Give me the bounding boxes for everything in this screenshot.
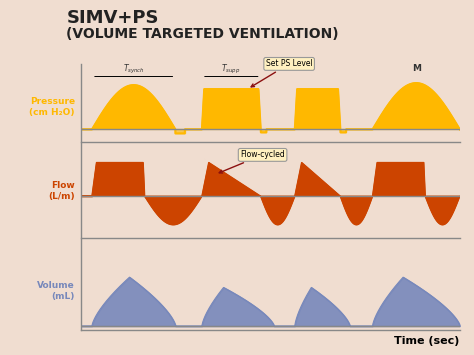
Text: M: M <box>412 65 420 73</box>
Text: $T_{synch}$: $T_{synch}$ <box>123 63 145 76</box>
Text: Flow-cycled: Flow-cycled <box>219 151 285 173</box>
Text: Pressure
(cm H₂O): Pressure (cm H₂O) <box>29 97 75 116</box>
Text: Set PS Level: Set PS Level <box>251 59 312 87</box>
Text: (VOLUME TARGETED VENTILATION): (VOLUME TARGETED VENTILATION) <box>66 27 339 40</box>
Text: $T_{supp}$: $T_{supp}$ <box>221 63 240 76</box>
Text: Volume
(mL): Volume (mL) <box>37 282 75 301</box>
Text: SIMV+PS: SIMV+PS <box>66 9 159 27</box>
Text: Flow
(L/m): Flow (L/m) <box>48 181 75 201</box>
Text: Time (sec): Time (sec) <box>394 336 460 346</box>
